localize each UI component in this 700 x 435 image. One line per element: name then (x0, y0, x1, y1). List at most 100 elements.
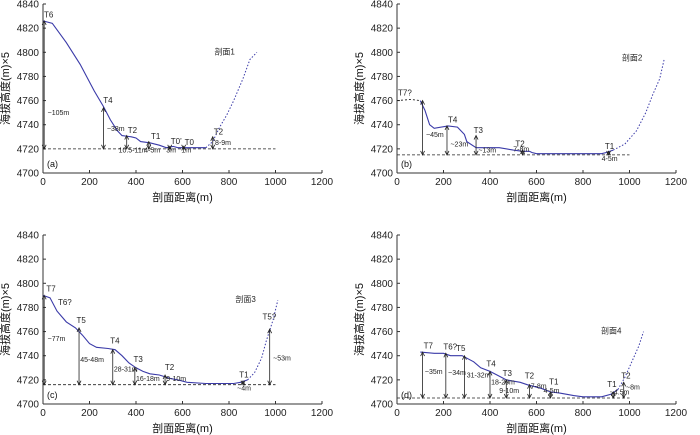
panel-letter: (b) (401, 159, 412, 169)
terrace-label: T1 (239, 370, 249, 379)
panel-2: 0 200 400 600 800 1000 1200 4700 4720 4740 4760 478… (352, 0, 688, 204)
y-tick-label: 4800 (371, 48, 394, 59)
arrow-head-down (462, 393, 467, 399)
x-tick-label: 400 (128, 177, 145, 188)
x-tick-label: 800 (575, 408, 592, 419)
y-tick-label: 4840 (17, 231, 40, 242)
height-label: ~34m (448, 370, 466, 377)
arrow-head-up (420, 351, 425, 357)
arrow-head-down (41, 380, 47, 386)
height-label: 8-9m (215, 140, 231, 147)
profile-solid (419, 100, 614, 155)
y-tick-label: 4760 (17, 327, 40, 338)
height-label: ~105m (48, 110, 70, 117)
y-tick-label: 4780 (17, 72, 40, 83)
height-label: 28-31m (114, 366, 138, 373)
x-tick-label: 800 (221, 177, 238, 188)
arrow-head-up (606, 150, 611, 156)
y-tick-label: 4820 (371, 24, 394, 35)
x-tick-label: 0 (40, 408, 46, 419)
profile-solid (420, 351, 619, 398)
arrow-head-up (76, 327, 82, 333)
y-axis-title: 海拔高度(m)×5 (0, 283, 12, 356)
y-tick-label: 4780 (371, 72, 394, 83)
y-tick-label: 4840 (371, 0, 394, 11)
terrace-label: T5 (456, 344, 466, 353)
x-tick-label: 0 (394, 408, 400, 419)
terrace-label: T2 (621, 372, 631, 381)
terrace-label: T4 (486, 360, 496, 369)
profile-dashed (612, 58, 665, 151)
x-axis-title: 剖面距离(m) (506, 190, 567, 204)
arrow-head-up (162, 374, 168, 380)
arrow-head-up (621, 381, 627, 387)
height-label: 16-18m (136, 376, 160, 383)
terrace-label: T7 (424, 341, 434, 350)
arrow-head-up (41, 20, 47, 26)
arrow-head-down (487, 393, 493, 399)
terrace-label: T1 (607, 380, 617, 389)
y-axis-title: 海拔高度(m)×5 (0, 52, 12, 125)
x-tick-label: 600 (528, 408, 545, 419)
panel-letter: (d) (401, 390, 412, 400)
panel-letter: (a) (47, 159, 58, 169)
profile-solid (42, 294, 248, 385)
arrow-head-up (487, 370, 493, 376)
panel-letter: (c) (47, 390, 58, 400)
profile-dashed-left (396, 98, 421, 102)
arrow-head-down (606, 150, 611, 156)
y-tick-label: 4760 (371, 327, 394, 338)
arrow-head-up (167, 145, 173, 151)
x-tick-label: 1000 (264, 408, 287, 419)
y-tick-label: 4700 (17, 400, 40, 411)
height-label: ~35m (425, 369, 443, 376)
x-tick-label: 400 (128, 408, 145, 419)
arrow-head-down (548, 393, 553, 399)
y-tick-label: 4820 (17, 255, 40, 266)
x-tick-label: 1000 (618, 177, 641, 188)
arrow-head-down (146, 144, 152, 150)
arrow-head-down (240, 380, 246, 386)
arrow-head-down (527, 393, 532, 399)
x-tick-label: 200 (81, 177, 98, 188)
y-tick-label: 4700 (17, 169, 40, 180)
terrace-label: T7? (398, 89, 412, 98)
arrow-head-up (181, 145, 187, 151)
arrow-head-down (101, 144, 106, 150)
terrace-label: T3 (474, 126, 484, 135)
y-tick-label: 4720 (17, 375, 40, 386)
height-label: ~13m (478, 147, 496, 154)
height-label: ~4.5m (610, 389, 630, 396)
profile-dashed (247, 300, 279, 381)
arrow-head-down (443, 393, 449, 399)
y-axis-title: 海拔高度(m)×5 (352, 52, 366, 125)
height-label: 7-8m (531, 383, 547, 390)
arrow-head-up (267, 328, 273, 334)
arrow-head-down (610, 393, 616, 399)
height-label: 31-32m (467, 372, 491, 379)
y-tick-label: 4720 (17, 144, 40, 155)
x-tick-label: 200 (81, 408, 98, 419)
height-label: 45-48m (80, 357, 104, 364)
height-label: 4-5m (602, 156, 618, 163)
arrow-head-down (76, 380, 82, 386)
terrace-label: T5? (263, 313, 277, 322)
x-tick-label: 0 (394, 177, 400, 188)
x-tick-label: 1200 (311, 408, 334, 419)
height-label: 10.5-11m (119, 147, 148, 154)
arrow-head-up (420, 99, 425, 105)
y-tick-label: 4760 (17, 96, 40, 107)
terrace-label: T6? (443, 343, 457, 352)
height-label: 18-20m (491, 380, 515, 387)
x-tick-label: 600 (174, 408, 191, 419)
arrow-head-up (527, 383, 532, 389)
y-tick-label: 4720 (371, 375, 394, 386)
terrace-label: T5 (77, 316, 87, 325)
arrow-head-down (267, 380, 273, 386)
terrace-label: T0 (185, 138, 195, 147)
terrace-label: T6? (58, 298, 72, 307)
y-tick-label: 4700 (371, 169, 394, 180)
profile-title: 剖面4 (601, 326, 622, 336)
profile-solid (42, 20, 206, 149)
